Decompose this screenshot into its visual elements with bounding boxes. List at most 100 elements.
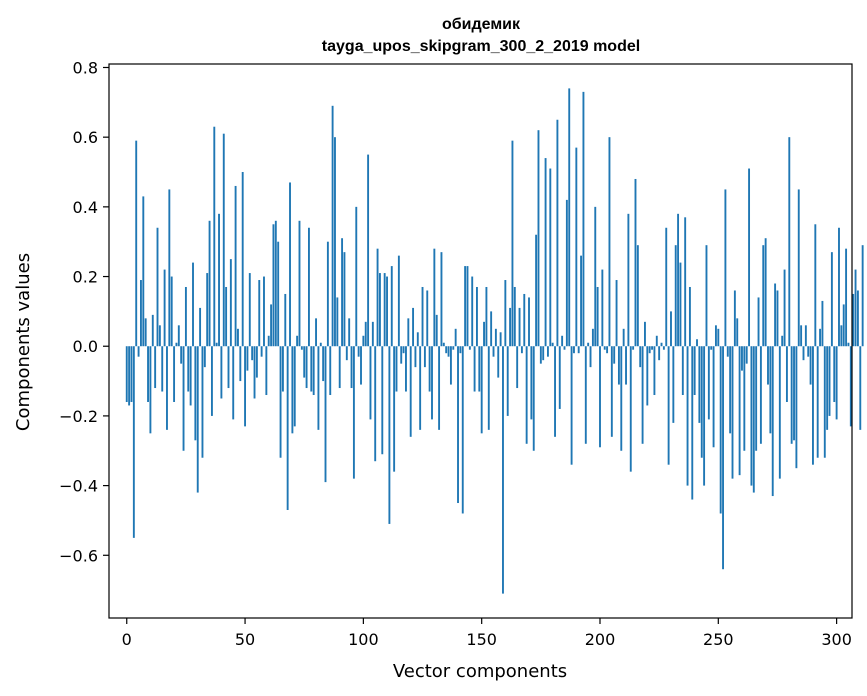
bar [625, 346, 627, 385]
bar [371, 321, 374, 347]
bar [677, 213, 680, 347]
bar [838, 227, 840, 347]
bar [842, 304, 845, 347]
bar [296, 335, 299, 347]
bar [809, 346, 812, 385]
bar [660, 342, 663, 347]
bar [759, 346, 762, 444]
bar [726, 346, 729, 357]
y-tick-label: 0.8 [73, 58, 98, 77]
bar [812, 346, 814, 465]
bar [859, 346, 862, 430]
bar [440, 252, 443, 347]
bar [428, 346, 431, 392]
bar [627, 213, 630, 347]
bar [570, 346, 573, 465]
bar [246, 346, 249, 371]
bar [175, 342, 178, 347]
bar [582, 91, 585, 347]
bar [710, 346, 713, 350]
bar [154, 346, 157, 389]
bar [748, 168, 751, 347]
bar [596, 286, 599, 347]
bar [253, 346, 256, 399]
bar [719, 346, 722, 514]
bar [210, 346, 213, 416]
bar [821, 300, 824, 347]
bar [357, 346, 360, 357]
bar [147, 346, 149, 402]
bar [388, 346, 391, 524]
bar [830, 252, 833, 347]
bar [502, 346, 504, 594]
bar [227, 346, 230, 389]
bar [471, 276, 474, 347]
bar [343, 252, 346, 347]
bar [674, 245, 677, 347]
x-tick-label: 200 [585, 630, 616, 649]
bar [390, 266, 393, 347]
bar [326, 241, 329, 347]
bar [414, 346, 417, 368]
bar [516, 346, 519, 389]
bar [237, 328, 239, 347]
bar [196, 346, 199, 493]
y-tick-label: −0.2 [59, 407, 98, 426]
bar [478, 346, 481, 392]
bar [814, 224, 817, 347]
bar [173, 346, 176, 402]
bar [712, 346, 715, 448]
bar [426, 290, 429, 347]
bar [629, 346, 632, 472]
bar [220, 346, 223, 399]
bar [745, 346, 748, 364]
bar [724, 189, 727, 347]
bar [589, 346, 592, 368]
bar [577, 346, 580, 354]
bar [402, 346, 405, 354]
bar [265, 346, 268, 396]
bar [194, 346, 197, 441]
bar [222, 133, 225, 347]
bar [286, 346, 289, 510]
bar [421, 286, 424, 347]
bar [232, 346, 235, 420]
bar [156, 227, 159, 347]
bar [693, 346, 696, 396]
x-tick-label: 50 [235, 630, 255, 649]
bar [170, 276, 173, 347]
bar [537, 130, 540, 347]
bar [305, 346, 308, 389]
bar [319, 342, 322, 347]
bar [828, 346, 831, 416]
chart-title: обидемик [442, 16, 521, 33]
bar [291, 346, 294, 434]
bar [755, 346, 758, 451]
bar [476, 286, 478, 347]
bar [705, 245, 708, 347]
plot-frame [108, 63, 853, 619]
bar [520, 346, 523, 354]
bar [613, 346, 616, 364]
bar [584, 346, 587, 444]
bar [457, 346, 459, 504]
bar [696, 339, 698, 347]
bar [308, 227, 310, 347]
bar [452, 346, 455, 350]
bar [376, 248, 379, 347]
bar [322, 346, 325, 382]
bar [731, 346, 734, 479]
bar [681, 346, 684, 396]
bar [338, 346, 341, 389]
bar [757, 297, 760, 347]
bar [679, 262, 682, 347]
bar [445, 346, 448, 354]
y-axis-ticks: −0.6 −0.4 −0.2 0.0 0.2 0.4 0.6 0.8 [59, 58, 109, 565]
bar [795, 346, 798, 469]
bar [180, 346, 183, 364]
bar [738, 346, 741, 476]
bar [490, 311, 493, 347]
bar [341, 238, 344, 347]
bar [783, 269, 786, 347]
bar [407, 318, 410, 347]
